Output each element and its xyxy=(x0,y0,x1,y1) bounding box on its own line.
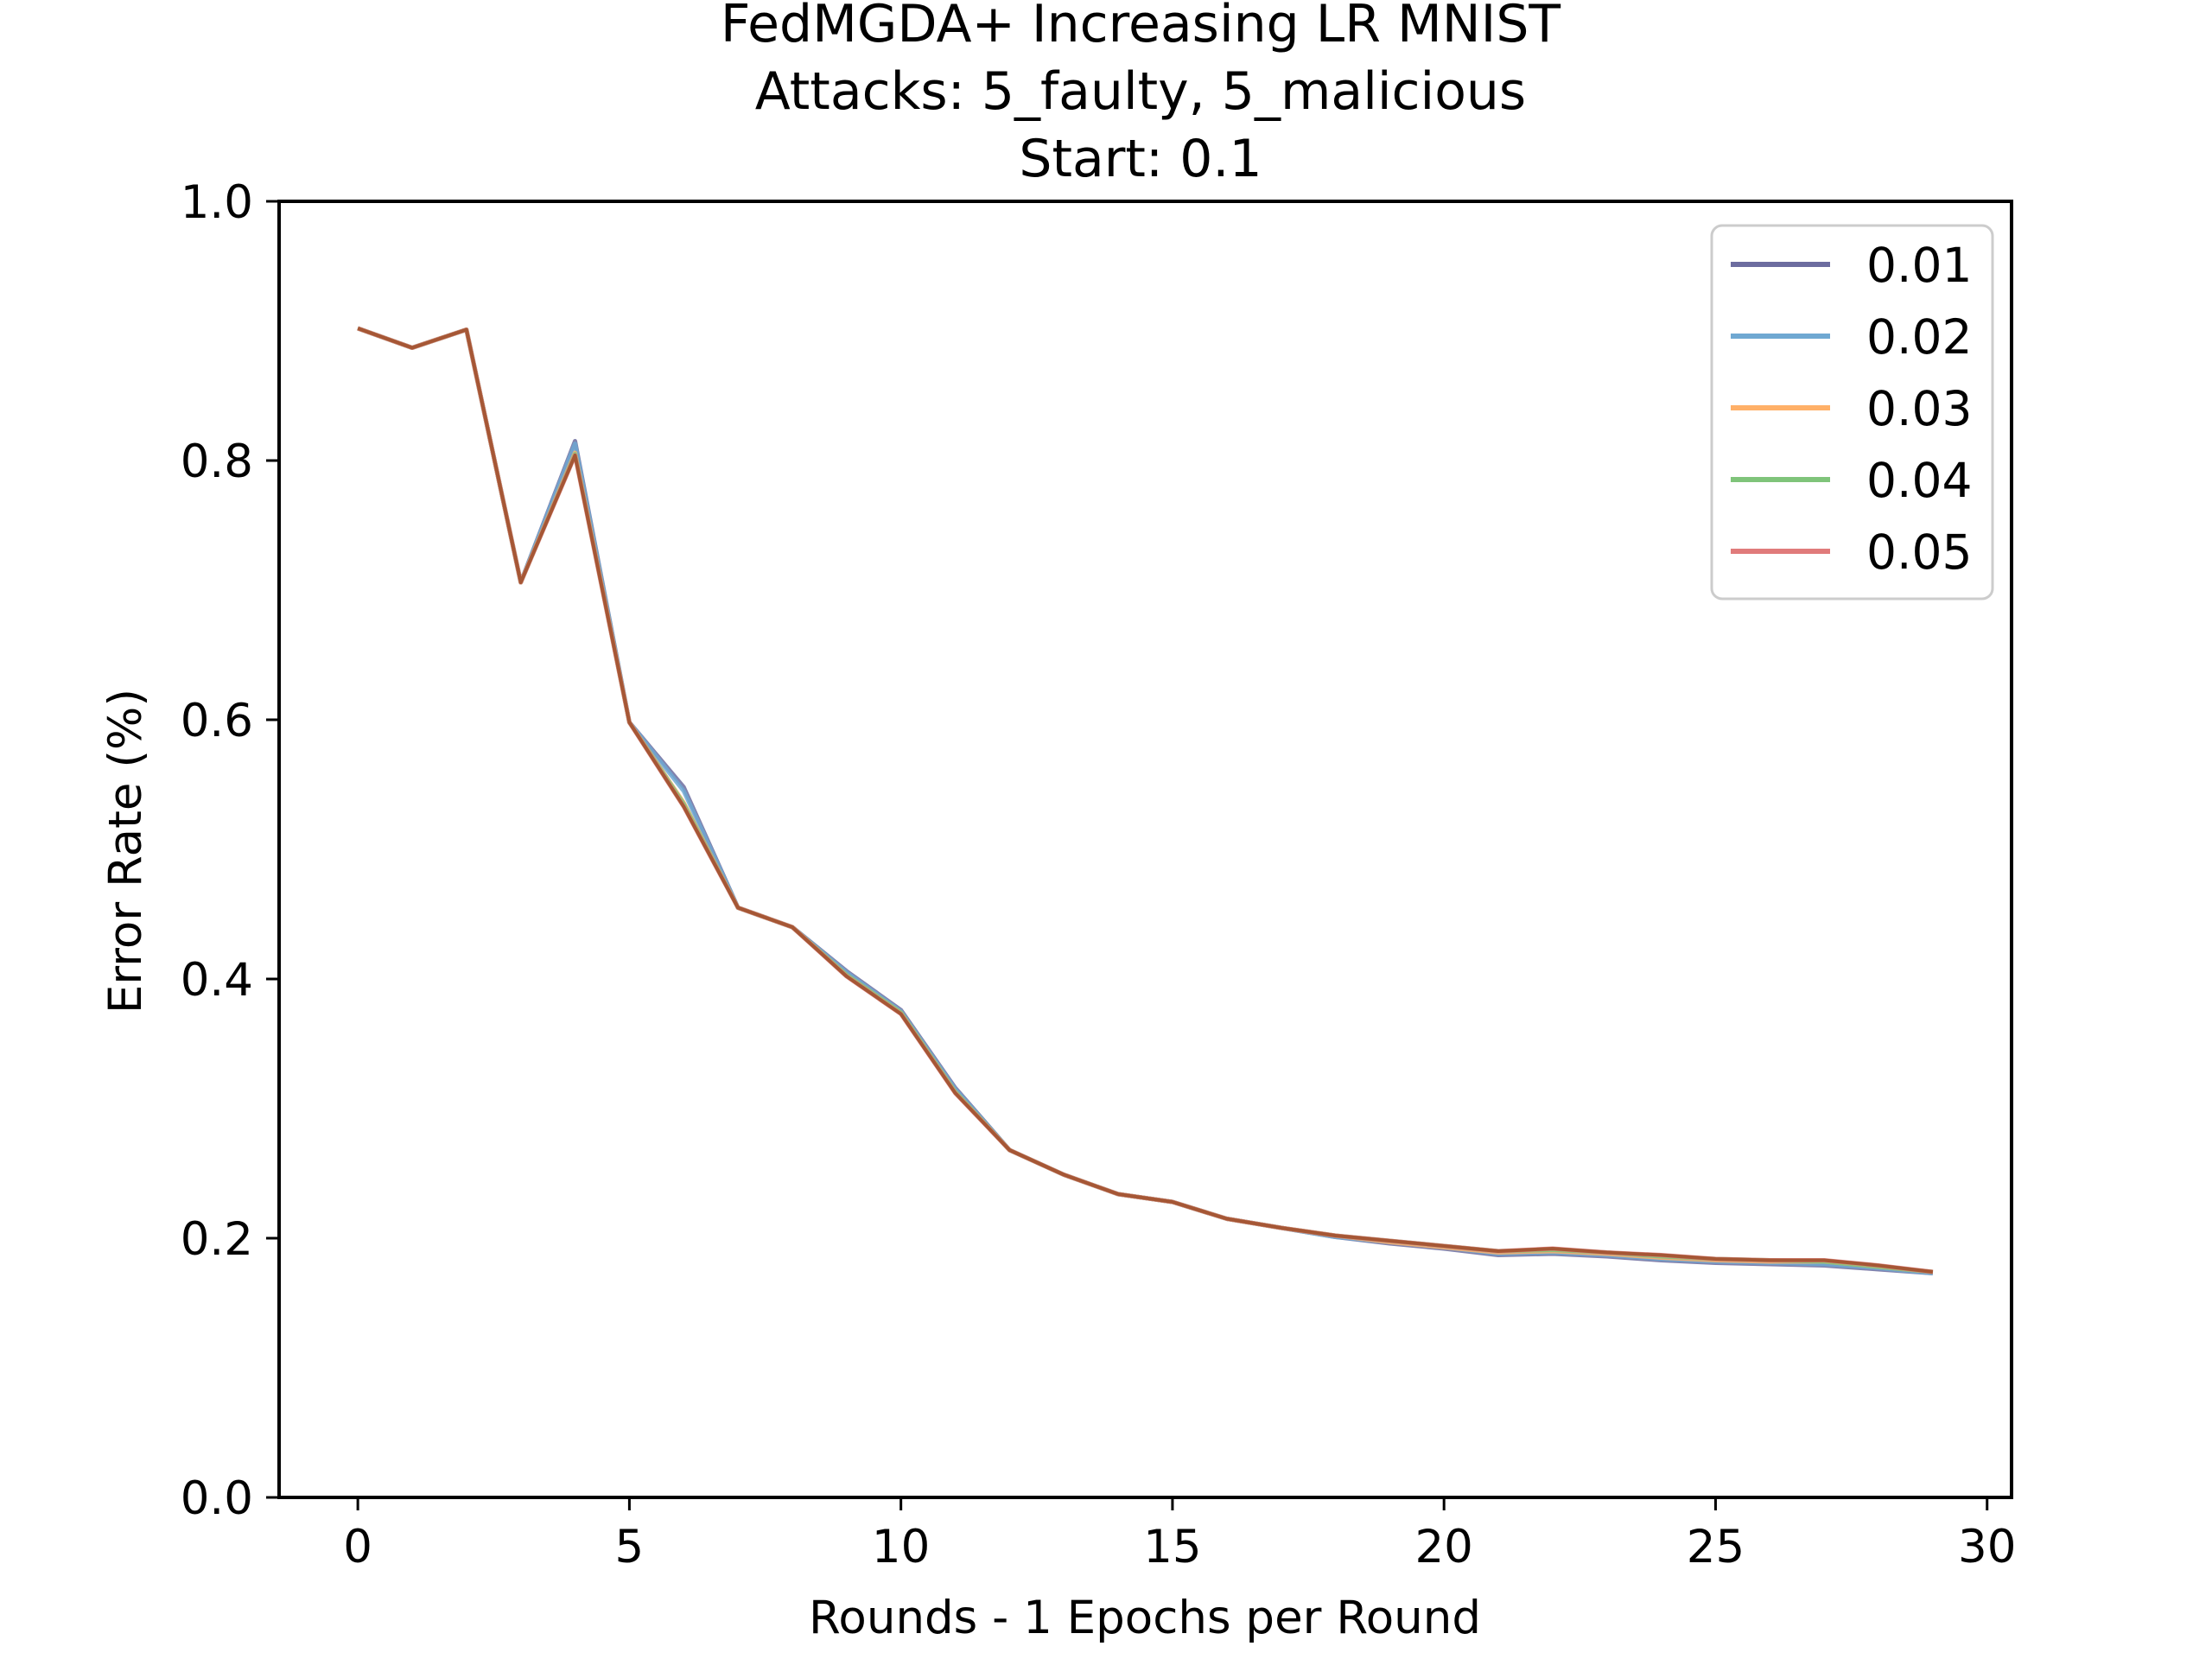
axes-frame xyxy=(277,200,2013,1499)
y-tick-label: 0.2 xyxy=(181,1213,253,1266)
y-tick-label: 0.0 xyxy=(181,1472,253,1525)
y-tick-label: 0.4 xyxy=(181,954,253,1007)
legend-box xyxy=(1710,224,1994,601)
x-tick-label: 20 xyxy=(1414,1521,1472,1573)
x-tick-label: 25 xyxy=(1687,1521,1745,1573)
x-tick-label: 10 xyxy=(872,1521,930,1573)
chart-title-line-3: Start: 0.1 xyxy=(1019,129,1262,189)
y-tick-label: 1.0 xyxy=(181,176,253,229)
legend-label: 0.01 xyxy=(1866,238,1972,293)
series-layer xyxy=(357,326,1934,1275)
x-tick-label: 0 xyxy=(343,1521,372,1573)
legend-label: 0.04 xyxy=(1866,453,1972,508)
legend-label: 0.03 xyxy=(1866,381,1972,436)
y-tick-label: 0.6 xyxy=(181,695,253,747)
legend-label: 0.02 xyxy=(1866,309,1972,365)
legend-items: 0.01 0.02 0.03 0.04 0.05 xyxy=(1731,238,1972,580)
chart-title-line-1: FedMGDA+ Increasing LR MNIST xyxy=(721,0,1561,54)
x-tick-label: 30 xyxy=(1958,1521,2016,1573)
x-tick-label: 15 xyxy=(1143,1521,1201,1573)
legend: 0.01 0.02 0.03 0.04 0.05 xyxy=(1710,224,1994,601)
y-axis-ticks: 0.0 0.2 0.4 0.6 0.8 1.0 xyxy=(181,176,279,1525)
chart-title-line-2: Attacks: 5_faulty, 5_malicious xyxy=(755,61,1526,122)
y-axis-label: Error Rate (%) xyxy=(99,689,152,1014)
y-tick-label: 0.8 xyxy=(181,435,253,488)
x-axis-label: Rounds - 1 Epochs per Round xyxy=(809,1592,1481,1644)
x-tick-label: 5 xyxy=(615,1521,645,1573)
series-overlap-line xyxy=(357,327,1934,1274)
x-axis-ticks: 0 5 10 15 20 25 30 xyxy=(343,1497,2016,1573)
legend-label: 0.05 xyxy=(1866,524,1972,580)
